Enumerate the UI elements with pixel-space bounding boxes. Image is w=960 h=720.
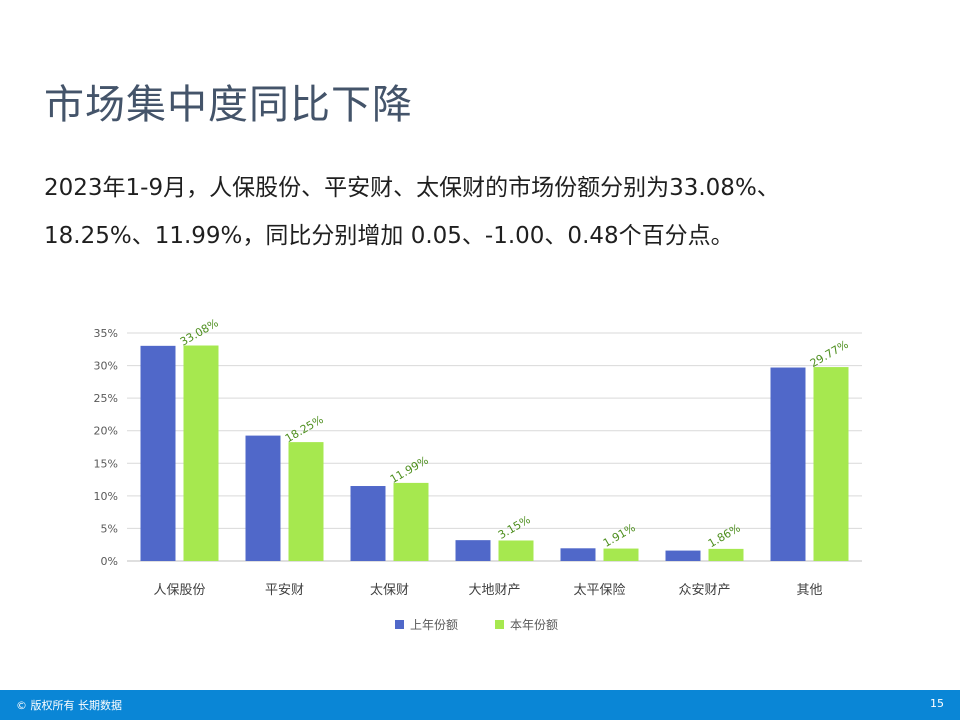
data-label: 3.15% bbox=[496, 513, 533, 542]
data-label: 1.91% bbox=[601, 521, 638, 550]
bar-this-year bbox=[498, 540, 534, 561]
summary-line-2: 18.25%、11.99%，同比分别增加 0.05、-1.00、0.48个百分点… bbox=[44, 223, 734, 249]
bar-this-year bbox=[393, 482, 429, 561]
bar-last-year bbox=[350, 486, 386, 561]
bar-last-year bbox=[665, 550, 701, 561]
category-label: 平安财 bbox=[265, 583, 304, 598]
bar-last-year bbox=[140, 345, 176, 561]
footer-bar: © 版权所有 长期数据 15 bbox=[0, 690, 960, 720]
category-label: 人保股份 bbox=[153, 583, 205, 598]
data-label: 1.86% bbox=[706, 521, 743, 550]
legend-swatch bbox=[395, 620, 404, 629]
category-label: 大地财产 bbox=[468, 583, 520, 598]
category-label: 其他 bbox=[796, 583, 822, 598]
y-tick-label: 20% bbox=[94, 425, 118, 438]
page-number: 15 bbox=[930, 697, 944, 710]
bar-last-year bbox=[245, 435, 281, 561]
y-tick-label: 15% bbox=[94, 457, 118, 470]
bar-this-year bbox=[813, 367, 849, 561]
legend-swatch bbox=[495, 620, 504, 629]
bar-last-year bbox=[455, 540, 491, 561]
y-tick-label: 10% bbox=[94, 490, 118, 503]
bar-this-year bbox=[288, 442, 324, 561]
copyright-text: © 版权所有 长期数据 bbox=[16, 699, 122, 712]
slide-title: 市场集中度同比下降 bbox=[44, 82, 413, 128]
y-tick-label: 35% bbox=[94, 327, 118, 340]
category-label: 太平保险 bbox=[573, 583, 625, 598]
y-tick-label: 25% bbox=[94, 392, 118, 405]
category-label: 众安财产 bbox=[678, 583, 730, 598]
summary-line-1: 2023年1-9月，人保股份、平安财、太保财的市场份额分别为33.08%、 bbox=[44, 175, 780, 201]
bar-this-year bbox=[183, 345, 219, 561]
market-share-chart: 0% 5% 10% 15% 20% 25% 30% 35% 33.08% 人保股份 18.25% 平安… bbox=[94, 316, 862, 632]
y-tick-label: 5% bbox=[101, 522, 118, 535]
y-tick-label: 0% bbox=[101, 555, 118, 568]
bar-last-year bbox=[560, 548, 596, 561]
data-label: 33.08% bbox=[178, 316, 221, 348]
legend-label: 上年份额 bbox=[410, 618, 458, 632]
legend-label: 本年份额 bbox=[510, 618, 558, 632]
bar-this-year bbox=[603, 548, 639, 561]
data-label: 11.99% bbox=[388, 454, 431, 486]
category-label: 太保财 bbox=[370, 583, 409, 598]
bar-this-year bbox=[708, 548, 744, 561]
bar-last-year bbox=[770, 367, 806, 561]
y-tick-label: 30% bbox=[94, 360, 118, 373]
data-label: 18.25% bbox=[283, 413, 326, 445]
